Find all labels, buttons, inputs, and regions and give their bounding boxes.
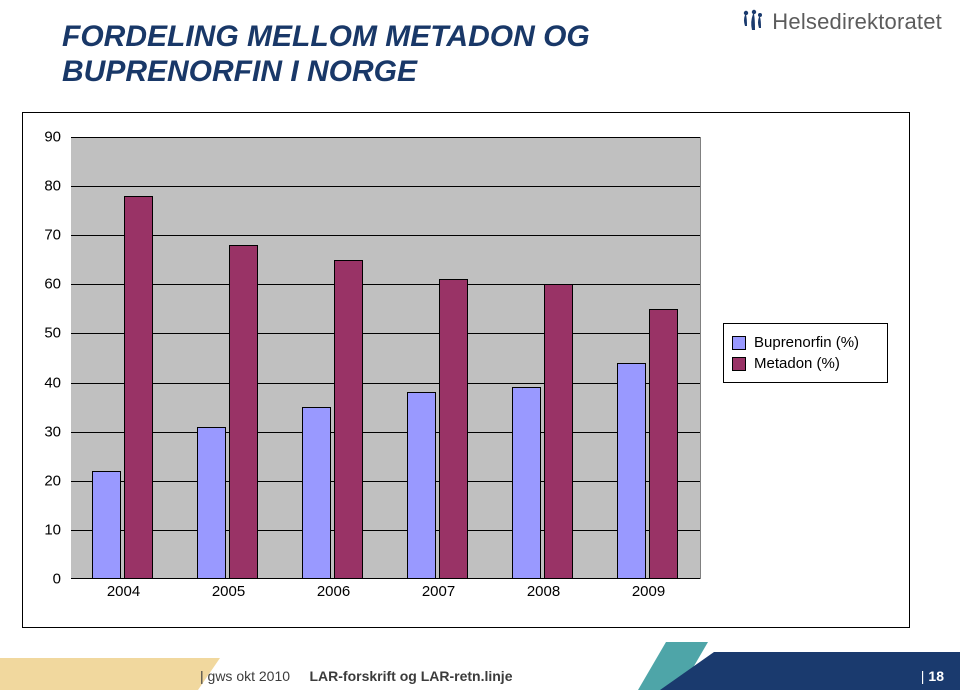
x-tick-label: 2007 bbox=[422, 583, 455, 600]
x-tick-label: 2004 bbox=[107, 583, 140, 600]
bar bbox=[407, 392, 436, 579]
y-tick-label: 10 bbox=[44, 521, 61, 538]
legend-swatch-icon bbox=[732, 336, 746, 350]
footer-decor-navy bbox=[660, 652, 960, 690]
y-axis-labels: 0102030405060708090 bbox=[23, 137, 67, 579]
bar bbox=[229, 245, 258, 579]
plot-area bbox=[71, 137, 701, 579]
legend-label: Buprenorfin (%) bbox=[754, 334, 859, 351]
y-tick-label: 20 bbox=[44, 472, 61, 489]
legend-label: Metadon (%) bbox=[754, 355, 840, 372]
legend-item: Metadon (%) bbox=[732, 355, 879, 372]
footer-text: | gws okt 2010 LAR-forskrift og LAR-retn… bbox=[200, 668, 512, 684]
y-tick-label: 90 bbox=[44, 129, 61, 146]
bars-layer bbox=[71, 137, 701, 579]
x-tick-label: 2006 bbox=[317, 583, 350, 600]
brand-name: Helsedirektoratet bbox=[772, 9, 942, 35]
y-tick-label: 70 bbox=[44, 227, 61, 244]
bar bbox=[544, 284, 573, 579]
title-line-2: BUPRENORFIN I NORGE bbox=[62, 55, 590, 90]
y-tick-label: 80 bbox=[44, 178, 61, 195]
title-line-1: FORDELING MELLOM METADON OG bbox=[62, 20, 590, 55]
y-tick-label: 50 bbox=[44, 325, 61, 342]
x-axis-labels: 2004 2005 2006 2007 2008 2009 bbox=[71, 583, 733, 605]
footer-prefix: | bbox=[200, 668, 208, 684]
bar bbox=[197, 427, 226, 579]
footer-decor-gold bbox=[0, 658, 220, 690]
x-tick-label: 2005 bbox=[212, 583, 245, 600]
legend: Buprenorfin (%) Metadon (%) bbox=[723, 323, 888, 383]
y-tick-label: 60 bbox=[44, 276, 61, 293]
slide-footer: | gws okt 2010 LAR-forskrift og LAR-retn… bbox=[0, 658, 960, 690]
bar bbox=[92, 471, 121, 579]
legend-swatch-icon bbox=[732, 357, 746, 371]
page-number: |18 bbox=[921, 668, 944, 684]
footer-left: gws okt 2010 bbox=[208, 668, 291, 684]
bar bbox=[302, 407, 331, 579]
y-tick-label: 0 bbox=[53, 571, 61, 588]
x-tick-label: 2009 bbox=[632, 583, 665, 600]
bar bbox=[649, 309, 678, 579]
y-tick-label: 40 bbox=[44, 374, 61, 391]
helsedirektoratet-logo-icon bbox=[738, 8, 766, 36]
footer-right: LAR-forskrift og LAR-retn.linje bbox=[309, 668, 512, 684]
page-title: FORDELING MELLOM METADON OG BUPRENORFIN … bbox=[62, 20, 590, 89]
bar bbox=[617, 363, 646, 579]
bar bbox=[334, 260, 363, 579]
page-prefix: | bbox=[921, 668, 925, 684]
brand-header: Helsedirektoratet bbox=[738, 8, 942, 36]
legend-item: Buprenorfin (%) bbox=[732, 334, 879, 351]
bar bbox=[124, 196, 153, 579]
bar bbox=[439, 279, 468, 579]
x-tick-label: 2008 bbox=[527, 583, 560, 600]
y-tick-label: 30 bbox=[44, 423, 61, 440]
chart-container: 0 10 20 30 40 50 60 70 80 90 2004 2005 2006 2007 2008… bbox=[22, 112, 910, 628]
page-number-value: 18 bbox=[928, 668, 944, 684]
bar bbox=[512, 387, 541, 579]
